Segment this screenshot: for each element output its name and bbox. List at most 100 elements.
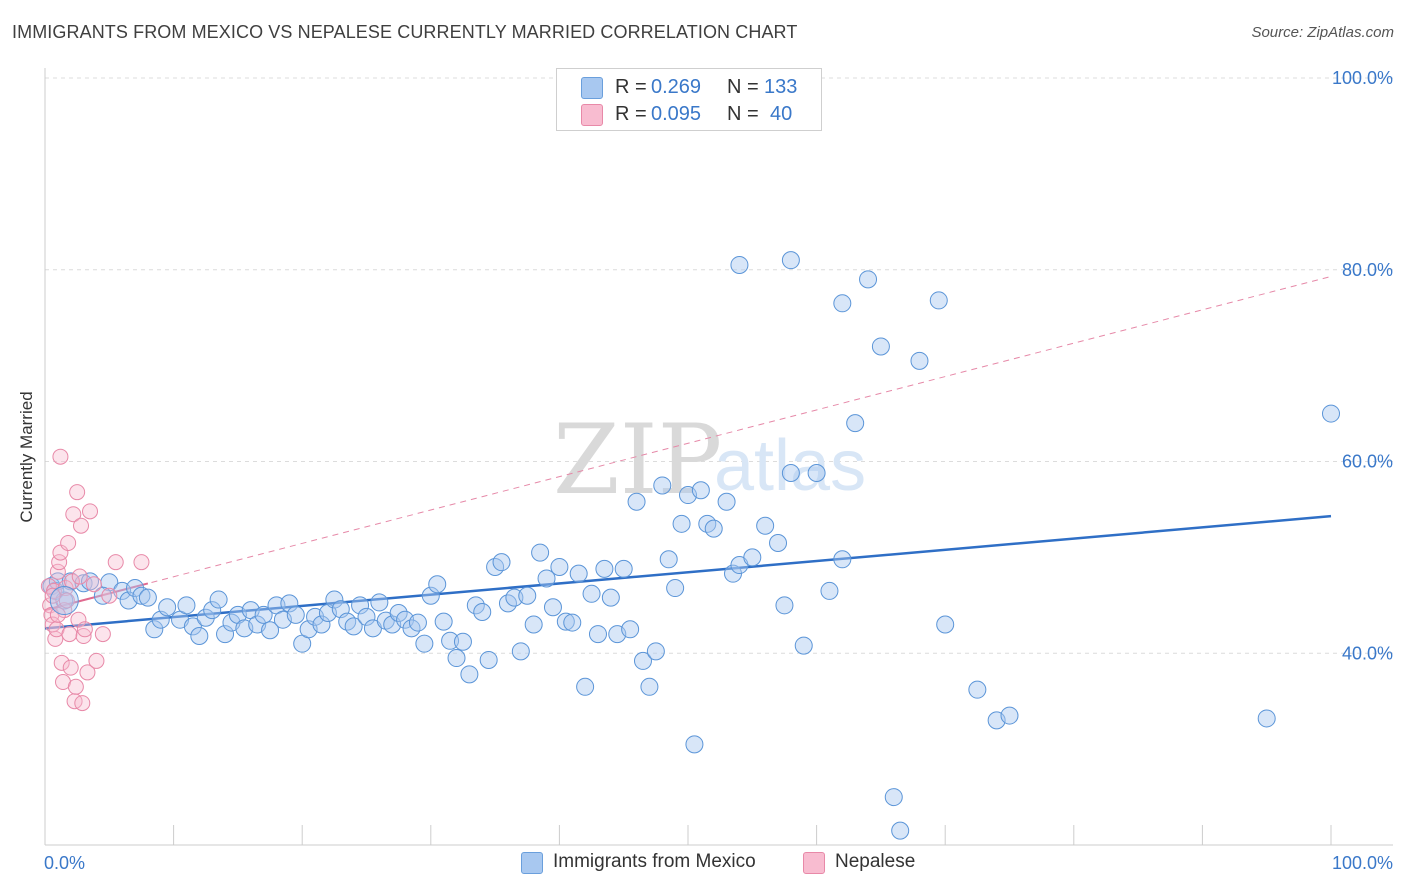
nepalese-point (69, 484, 86, 501)
legend-n-value: 133 (764, 76, 798, 98)
nepalese-point (76, 621, 93, 638)
mexico-point (743, 548, 762, 567)
mexico-point (145, 620, 164, 639)
mexico-point (1322, 404, 1340, 423)
y-tick-label: 60.0% (1342, 452, 1393, 472)
mexico-point (447, 649, 466, 668)
legend-n-label: N = (727, 103, 759, 125)
data-points (40, 251, 1340, 840)
mexico-point (910, 351, 929, 370)
mexico-point (550, 557, 569, 576)
mexico-point (730, 255, 749, 274)
mexico-point (891, 821, 910, 840)
mexico-point (685, 735, 704, 754)
nepalese-point (107, 554, 124, 571)
chart-title: IMMIGRANTS FROM MEXICO VS NEPALESE CURRE… (12, 22, 798, 42)
mexico-point (576, 677, 595, 696)
y-tick-label: 80.0% (1342, 260, 1393, 280)
mexico-point (132, 586, 151, 605)
mexico-point (556, 612, 575, 631)
nepalese-trend-line-dashed (44, 275, 1332, 611)
mexico-point (473, 603, 492, 622)
watermark: ZIP atlas (553, 404, 866, 516)
legend-r-label: R = (615, 76, 647, 98)
mexico-point (531, 543, 550, 562)
source-label: Source: ZipAtlas.com (1251, 24, 1394, 41)
mexico-point (871, 337, 890, 356)
mexico-point (537, 569, 556, 588)
mexico-point (846, 414, 865, 433)
mexico-point (691, 481, 710, 500)
mexico-point (717, 492, 736, 511)
mexico-point (704, 519, 723, 538)
nepalese-point (75, 627, 92, 644)
mexico-point (781, 251, 800, 270)
mexico-point (209, 590, 228, 609)
mexico-point (807, 464, 826, 483)
mexico-point (646, 642, 665, 661)
legend-r-label: R = (615, 103, 647, 125)
legend-r-value: 0.095 (651, 103, 702, 125)
mexico-point (177, 596, 196, 615)
mexico-point (408, 613, 427, 632)
mexico-point (884, 788, 903, 807)
legend-n-value: 40 (770, 103, 793, 125)
mexico-point (1000, 706, 1019, 725)
mexico-point (415, 634, 434, 653)
mexico-point (659, 550, 678, 569)
mexico-point (203, 601, 222, 620)
mexico-point (492, 553, 511, 572)
bottom-legend-swatch-pink (803, 852, 825, 874)
nepalese-point (94, 626, 111, 643)
watermark-zip: ZIP (553, 404, 722, 516)
mexico-point (859, 270, 878, 289)
bottom-legend-mexico: Immigrants from Mexico (553, 851, 756, 872)
mexico-point (421, 586, 440, 605)
mexico-point (460, 665, 479, 684)
mexico-point (968, 680, 987, 699)
mexico-point (936, 615, 955, 634)
nepalese-point (79, 664, 96, 681)
mexico-point (190, 626, 209, 645)
nepalese-point (61, 626, 78, 643)
mexico-point (254, 605, 273, 624)
mexico-point (833, 294, 852, 313)
mexico-point (595, 559, 614, 578)
mexico-point (479, 650, 498, 669)
mexico-point (183, 617, 202, 636)
mexico-point (1257, 709, 1276, 728)
mexico-point (93, 586, 112, 605)
bottom-legend-nepalese: Nepalese (835, 851, 916, 872)
mexico-point (524, 615, 543, 634)
nepalese-point (101, 587, 118, 604)
nepalese-point (82, 503, 99, 520)
mexico-point (929, 291, 948, 310)
nepalese-point (74, 695, 91, 712)
mexico-point (781, 464, 800, 483)
nepalese-point (71, 568, 88, 585)
mexico-point (344, 617, 363, 636)
mexico-point (312, 615, 331, 634)
mexico-point (325, 590, 344, 609)
mexico-point (261, 621, 280, 640)
mexico-point (621, 620, 640, 639)
mexico-point (627, 492, 646, 511)
mexico-point (389, 603, 408, 622)
watermark-atlas: atlas (714, 426, 866, 506)
mexico-point (216, 625, 235, 644)
x-tick-label: 100.0% (1332, 853, 1393, 873)
nepalese-point (58, 592, 75, 609)
nepalese-point (44, 587, 61, 604)
mexico-point (614, 559, 633, 578)
mexico-point (357, 607, 376, 626)
mexico-point (286, 605, 305, 624)
mexico-point (434, 612, 453, 631)
y-tick-label: 40.0% (1342, 643, 1393, 663)
mexico-point (126, 579, 145, 598)
stats-legend: R = 0.269 N = 133 R = 0.095 N = 40 (556, 68, 822, 131)
tick-labels: 40.0% 60.0% 80.0% 100.0% 0.0% 100.0% (44, 68, 1393, 873)
mexico-point (653, 476, 672, 495)
mexico-point (769, 533, 788, 552)
mexico-point (351, 596, 370, 615)
nepalese-point (53, 654, 70, 671)
